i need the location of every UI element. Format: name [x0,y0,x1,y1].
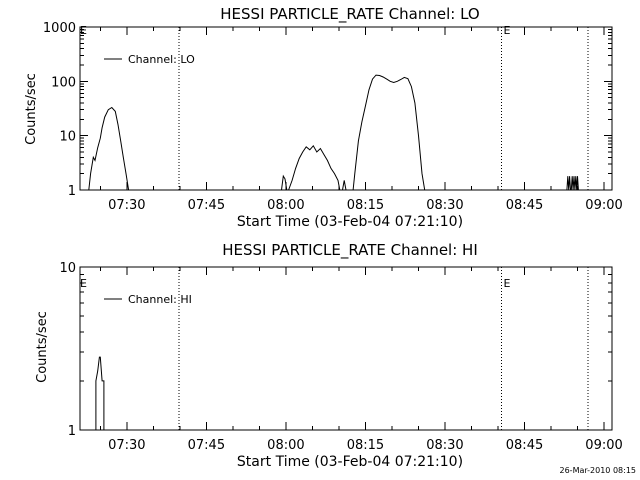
lo-x-tick-label: 09:00 [585,198,622,213]
lo-series-line [288,144,341,191]
lo-y-tick-label: 100 [51,75,76,90]
hi-series-line [95,356,105,430]
lo-x-tick-label: 08:00 [267,198,304,213]
hi-x-tick-label: 08:30 [426,438,463,453]
lo-legend-label: Channel: LO [128,53,195,66]
lo-x-tick-label: 07:45 [188,198,225,213]
lo-plot-frame [79,26,613,191]
hi-y-axis-label: Counts/sec [35,311,50,383]
lo-x-tick-label: 08:30 [426,198,463,213]
hi-axis-ticks: 07:30 07:45 08:00 08:15 08:30 08:45 09:00 1 10 [59,261,622,453]
lo-series-line [352,74,426,191]
hi-event-marker-label: E [504,277,511,290]
lo-x-axis-label: Start Time (03-Feb-04 07:21:10) [237,214,463,230]
lo-y-axis-label: Counts/sec [24,73,39,145]
hi-start-marker-label: E [80,277,87,290]
lo-series-line [342,180,347,191]
hi-plot-frame [79,266,613,431]
lo-event-markers: E [178,24,589,190]
hi-series [95,356,105,430]
lo-channel-panel: HESSI PARTICLE_RATE Channel: LO Start Ti… [24,5,623,230]
lo-series-line [281,174,288,191]
lo-series [88,74,580,191]
hi-x-tick-label: 09:00 [585,438,622,453]
hi-chart-title: HESSI PARTICLE_RATE Channel: HI [222,241,478,260]
hi-x-tick-label: 07:30 [108,438,145,453]
hi-x-tick-label: 08:15 [347,438,384,453]
lo-event-marker-label: E [504,24,511,37]
hi-channel-panel: HESSI PARTICLE_RATE Channel: HI Start Ti… [35,241,623,470]
lo-series-line [88,106,130,191]
hi-x-tick-label: 08:45 [506,438,543,453]
lo-y-tick-label: 10 [59,130,76,145]
hi-y-tick-label: 1 [68,424,76,439]
hi-event-markers: E [178,267,589,430]
lo-y-tick-label: 1 [68,184,76,199]
hi-legend-label: Channel: HI [128,293,192,306]
hi-x-tick-label: 07:45 [188,438,225,453]
lo-x-tick-label: 08:45 [506,198,543,213]
footer-timestamp: 26-Mar-2010 08:15 [560,466,637,475]
hi-x-tick-label: 08:00 [267,438,304,453]
lo-chart-title: HESSI PARTICLE_RATE Channel: LO [220,5,479,24]
lo-x-tick-label: 07:30 [108,198,145,213]
lo-axis-ticks: 07:30 07:45 08:00 08:15 08:30 08:45 09:00 1 10 10… [43,21,623,213]
lo-y-tick-label: 1000 [43,21,76,36]
hi-x-axis-label: Start Time (03-Feb-04 07:21:10) [237,454,463,470]
lo-start-marker-label: E [80,24,87,37]
hi-y-tick-label: 10 [59,261,76,276]
lo-x-tick-label: 08:15 [347,198,384,213]
